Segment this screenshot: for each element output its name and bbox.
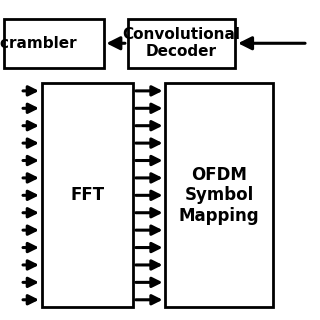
Bar	[128, 19, 235, 68]
Text: FFT: FFT	[70, 186, 105, 204]
Text: OFDM
Symbol
Mapping: OFDM Symbol Mapping	[179, 165, 260, 225]
Bar	[4, 19, 104, 68]
Text: Convolutional
Decoder: Convolutional Decoder	[123, 27, 241, 60]
Bar	[42, 83, 133, 308]
Bar	[165, 83, 273, 308]
Text: Descrambler: Descrambler	[0, 36, 77, 51]
